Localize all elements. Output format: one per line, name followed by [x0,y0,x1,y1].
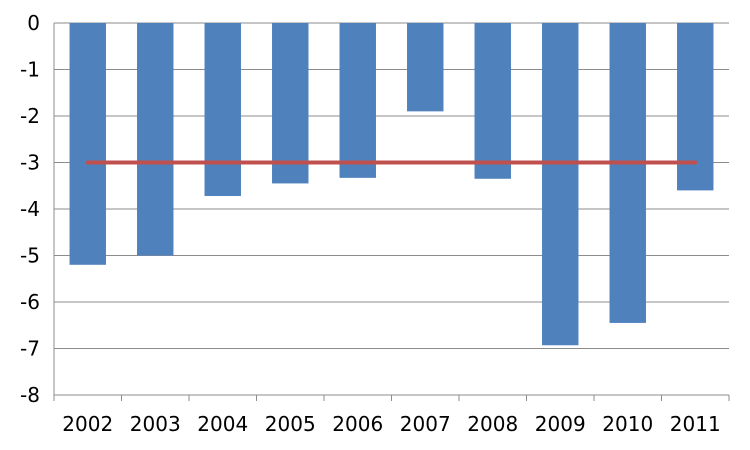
y-tick-label: -7 [20,337,40,361]
y-tick-label: -2 [20,104,40,128]
x-tick-label-2009: 2009 [535,412,586,436]
bar-2004 [204,23,241,196]
bar-2008 [474,23,511,179]
bar-2009 [542,23,579,346]
y-tick-label: -3 [20,151,40,175]
x-tick-label-2010: 2010 [602,412,653,436]
x-tick-label-2011: 2011 [670,412,721,436]
y-tick-label: -1 [20,58,40,82]
x-tick-label-2003: 2003 [130,412,181,436]
y-tick-label: -4 [20,197,40,221]
bar-2002 [69,23,106,265]
x-tick-label-2006: 2006 [332,412,383,436]
x-tick-label-2007: 2007 [400,412,451,436]
x-tick-label-2008: 2008 [467,412,518,436]
axes [53,23,730,401]
bar-2010 [609,23,646,323]
bar-2007 [407,23,444,112]
x-tick-label-2005: 2005 [265,412,316,436]
x-tick-label-2002: 2002 [62,412,113,436]
y-tick-label: 0 [27,11,40,35]
tick-labels: 0 -1 -2 -3 -4 -5 -6 -7 -8 2002 2003 2004 2005 2006 200… [20,11,721,436]
bar-series [69,23,714,346]
bar-2006 [339,23,376,178]
x-tick-label-2004: 2004 [197,412,248,436]
y-tick-label: -8 [20,383,40,407]
bar-2003 [137,23,174,256]
bar-2005 [272,23,309,184]
bar-2011 [677,23,714,191]
y-tick-label: -5 [20,244,40,268]
y-tick-label: -6 [20,290,40,314]
